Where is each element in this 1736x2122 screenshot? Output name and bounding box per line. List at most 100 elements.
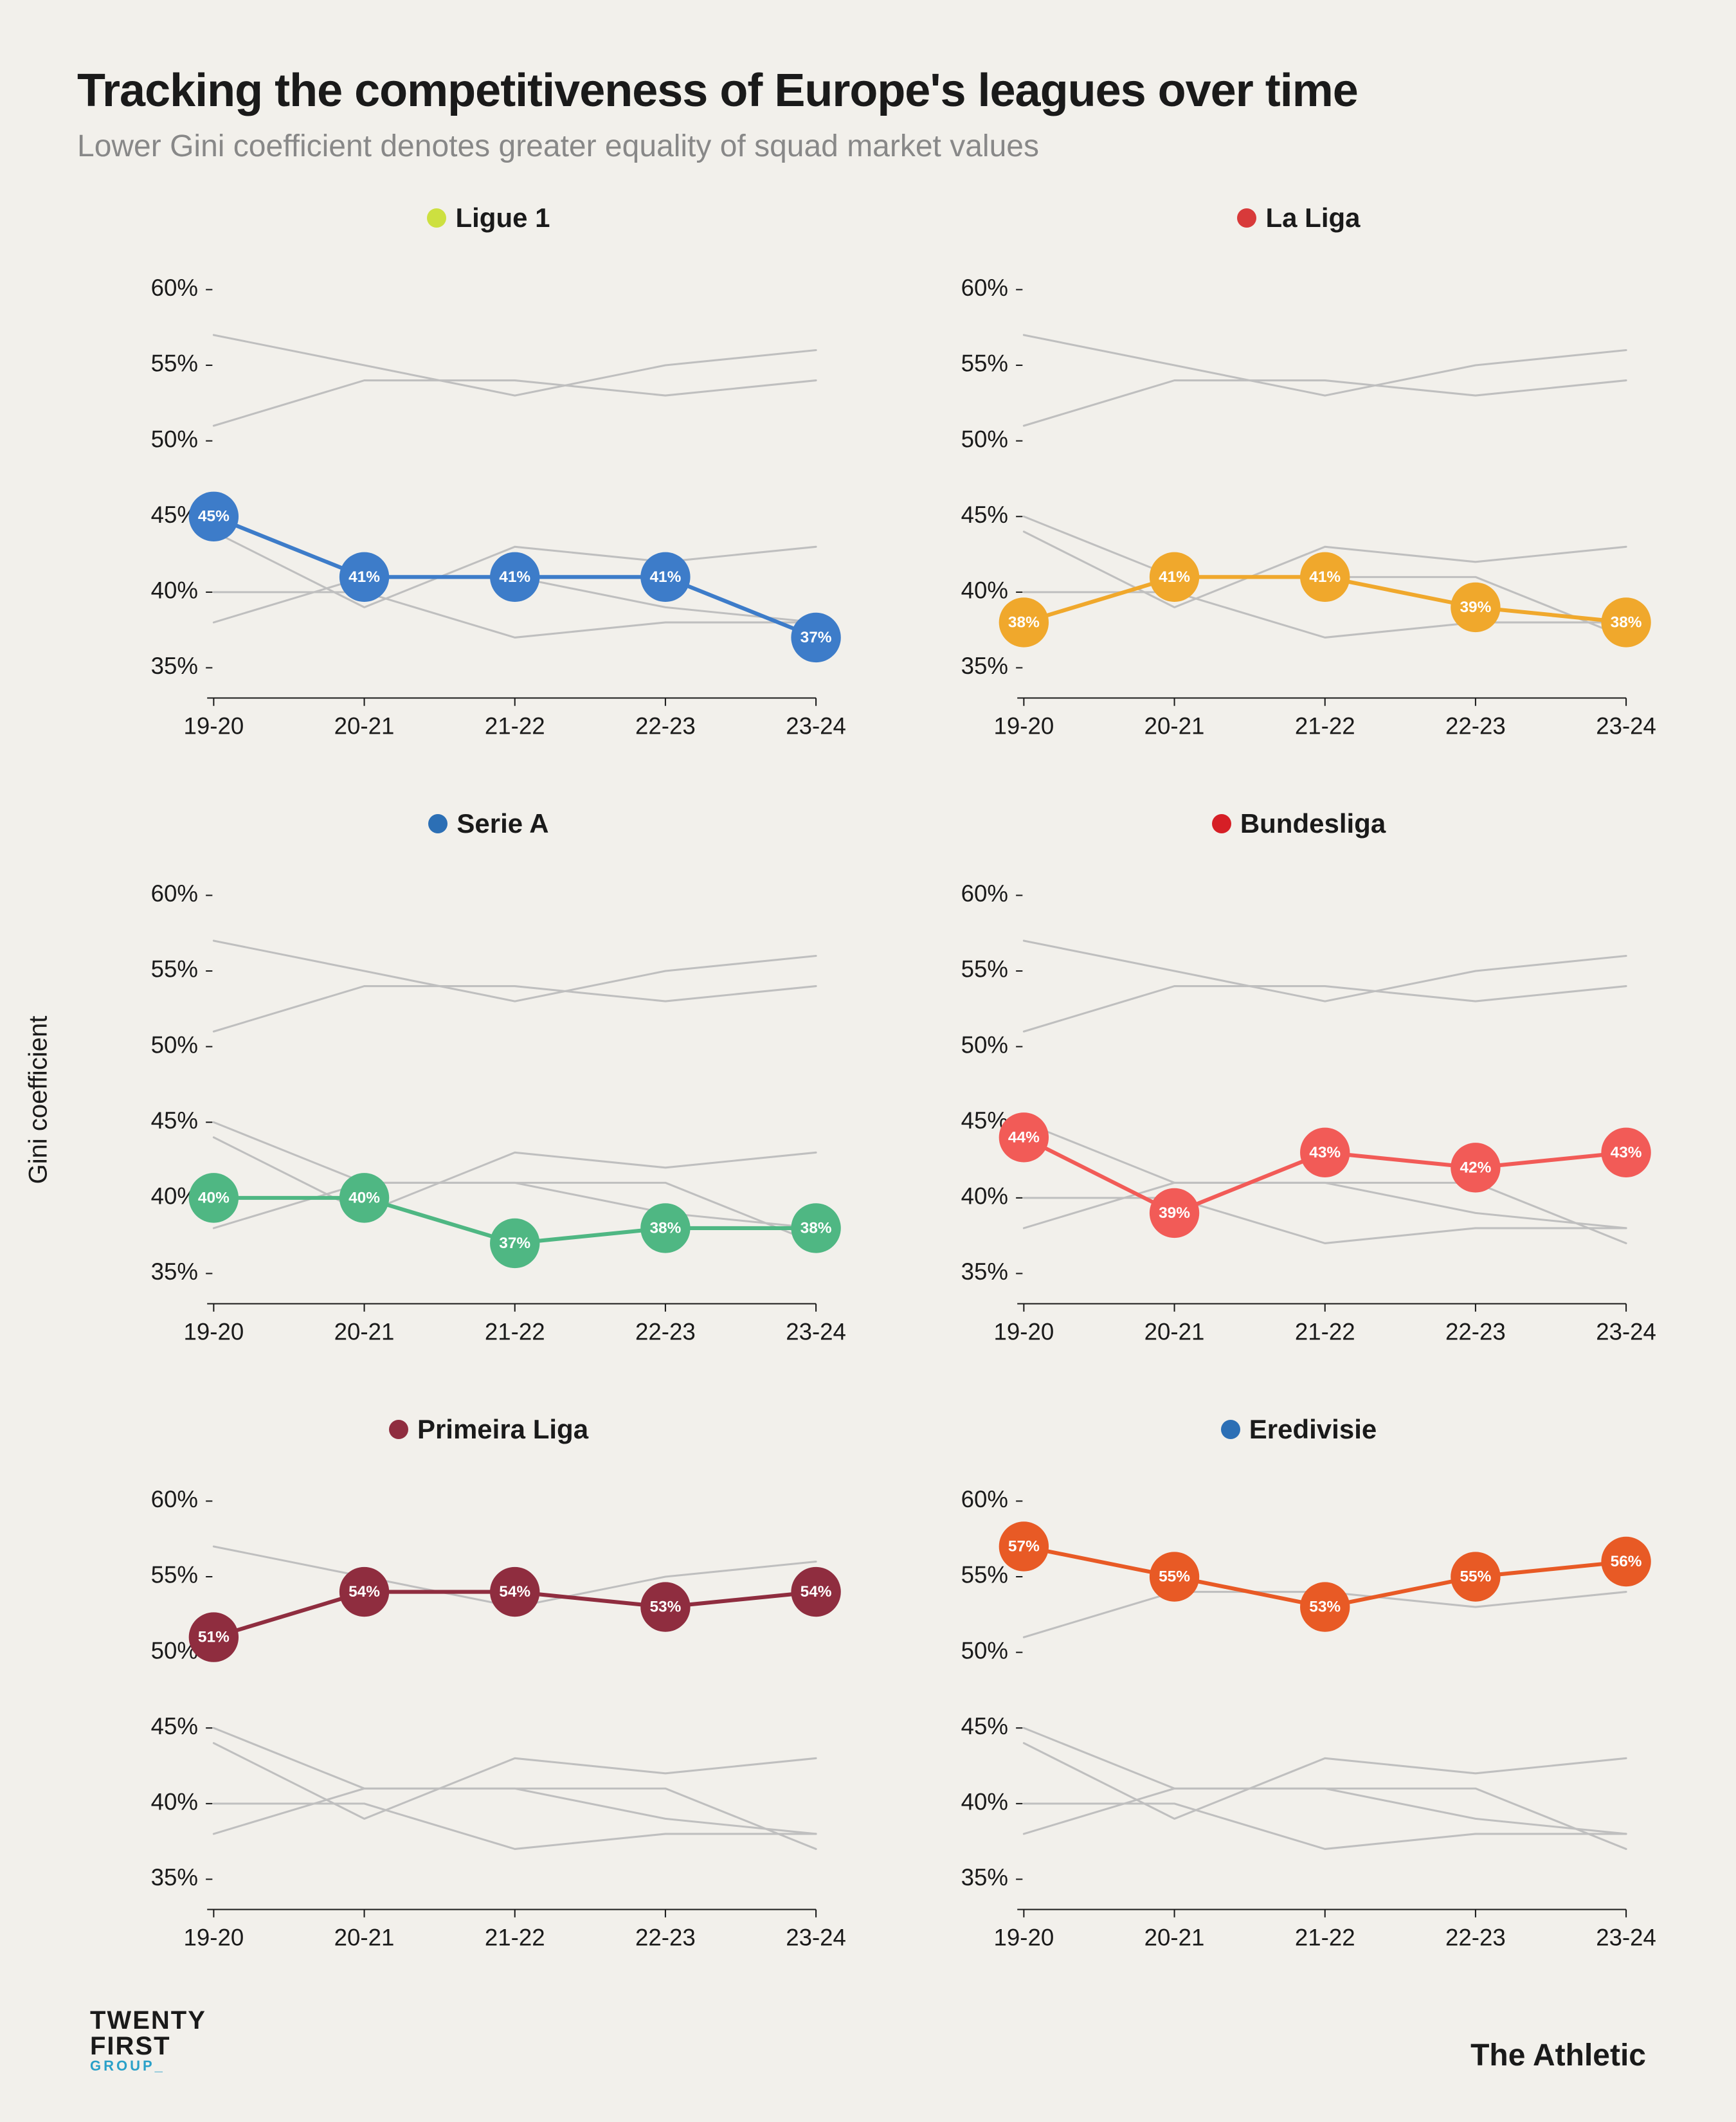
svg-text:20-21: 20-21 xyxy=(334,1925,395,1951)
svg-text:35%: 35% xyxy=(961,1258,1008,1285)
svg-text:21-22: 21-22 xyxy=(485,1925,545,1951)
svg-text:41%: 41% xyxy=(499,568,530,586)
svg-text:38%: 38% xyxy=(649,1220,681,1237)
svg-text:39%: 39% xyxy=(1159,1204,1190,1222)
svg-text:19-20: 19-20 xyxy=(184,1925,244,1951)
svg-text:22-23: 22-23 xyxy=(1445,1319,1506,1345)
svg-text:19-20: 19-20 xyxy=(994,713,1054,739)
svg-text:20-21: 20-21 xyxy=(334,713,395,739)
panel-title: Ligue 1 xyxy=(129,203,849,233)
small-multiples-grid: Gini coefficient Ligue 135%40%45%50%55%6… xyxy=(77,203,1659,1969)
svg-text:40%: 40% xyxy=(151,1789,198,1815)
panel-eredivisie: Eredivisie35%40%45%50%55%60%19-2020-2121… xyxy=(939,1414,1659,1968)
svg-text:20-21: 20-21 xyxy=(1144,1925,1205,1951)
svg-text:60%: 60% xyxy=(151,880,198,907)
chart: 35%40%45%50%55%60%19-2020-2121-2222-2323… xyxy=(129,246,849,757)
y-axis-title: Gini coefficient xyxy=(24,1016,53,1184)
svg-text:43%: 43% xyxy=(1611,1144,1642,1161)
svg-text:55%: 55% xyxy=(151,350,198,377)
svg-text:45%: 45% xyxy=(151,1107,198,1134)
svg-text:54%: 54% xyxy=(499,1583,530,1601)
svg-text:21-22: 21-22 xyxy=(1295,1925,1355,1951)
svg-text:23-24: 23-24 xyxy=(1596,1319,1656,1345)
svg-text:41%: 41% xyxy=(649,568,681,586)
svg-text:23-24: 23-24 xyxy=(786,713,846,739)
chart: 35%40%45%50%55%60%19-2020-2121-2222-2323… xyxy=(939,246,1659,757)
svg-text:21-22: 21-22 xyxy=(1295,713,1355,739)
league-name: Eredivisie xyxy=(1249,1414,1377,1445)
svg-text:40%: 40% xyxy=(961,1789,1008,1815)
league-icon xyxy=(1237,208,1256,228)
svg-text:38%: 38% xyxy=(1008,613,1040,631)
svg-text:54%: 54% xyxy=(348,1583,380,1601)
svg-text:60%: 60% xyxy=(151,1486,198,1512)
chart: 35%40%45%50%55%60%19-2020-2121-2222-2323… xyxy=(129,1458,849,1968)
league-icon xyxy=(1221,1420,1240,1439)
league-name: Primeira Liga xyxy=(417,1414,588,1445)
panel-bundesliga: Bundesliga35%40%45%50%55%60%19-2020-2121… xyxy=(939,808,1659,1363)
svg-text:60%: 60% xyxy=(961,275,1008,301)
logo-line-2: FIRST xyxy=(90,2033,206,2059)
league-icon xyxy=(1212,814,1231,833)
panel-title: Primeira Liga xyxy=(129,1414,849,1445)
svg-text:54%: 54% xyxy=(800,1583,832,1601)
svg-text:40%: 40% xyxy=(961,577,1008,604)
chart: 35%40%45%50%55%60%19-2020-2121-2222-2323… xyxy=(939,852,1659,1363)
twenty-first-group-logo: TWENTY FIRST GROUP_ xyxy=(90,2008,206,2073)
svg-text:22-23: 22-23 xyxy=(1445,713,1506,739)
panel-primeira-liga: Primeira Liga35%40%45%50%55%60%19-2020-2… xyxy=(129,1414,849,1968)
svg-text:50%: 50% xyxy=(961,426,1008,452)
svg-text:55%: 55% xyxy=(961,956,1008,983)
logo-line-3: GROUP_ xyxy=(90,2059,206,2073)
svg-text:40%: 40% xyxy=(348,1190,380,1207)
panel-title: Serie A xyxy=(129,808,849,839)
svg-text:53%: 53% xyxy=(1309,1599,1341,1616)
svg-text:44%: 44% xyxy=(1008,1129,1040,1146)
svg-text:38%: 38% xyxy=(1611,613,1642,631)
panel-title: La Liga xyxy=(939,203,1659,233)
chart: 35%40%45%50%55%60%19-2020-2121-2222-2323… xyxy=(129,852,849,1363)
svg-text:40%: 40% xyxy=(961,1183,1008,1210)
svg-text:39%: 39% xyxy=(1460,599,1491,616)
header: Tracking the competitiveness of Europe's… xyxy=(77,64,1659,164)
svg-text:55%: 55% xyxy=(151,1562,198,1588)
panel-ligue-1: Ligue 135%40%45%50%55%60%19-2020-2121-22… xyxy=(129,203,849,757)
svg-text:23-24: 23-24 xyxy=(786,1319,846,1345)
svg-text:40%: 40% xyxy=(198,1190,230,1207)
svg-text:19-20: 19-20 xyxy=(184,1319,244,1345)
svg-text:50%: 50% xyxy=(961,1638,1008,1664)
svg-text:51%: 51% xyxy=(198,1629,230,1646)
svg-text:22-23: 22-23 xyxy=(635,1319,696,1345)
svg-text:35%: 35% xyxy=(961,1865,1008,1891)
svg-text:50%: 50% xyxy=(961,1032,1008,1058)
panel-serie-a: Serie A35%40%45%50%55%60%19-2020-2121-22… xyxy=(129,808,849,1363)
svg-text:55%: 55% xyxy=(961,1562,1008,1588)
svg-text:55%: 55% xyxy=(1159,1568,1190,1586)
svg-text:50%: 50% xyxy=(151,426,198,452)
svg-text:23-24: 23-24 xyxy=(1596,1925,1656,1951)
svg-text:43%: 43% xyxy=(1309,1144,1341,1161)
chart: 35%40%45%50%55%60%19-2020-2121-2222-2323… xyxy=(939,1458,1659,1968)
league-name: Serie A xyxy=(457,808,548,839)
svg-text:55%: 55% xyxy=(961,350,1008,377)
svg-text:21-22: 21-22 xyxy=(1295,1319,1355,1345)
svg-text:41%: 41% xyxy=(348,568,380,586)
logo-line-1: TWENTY xyxy=(90,2008,206,2033)
svg-text:23-24: 23-24 xyxy=(1596,713,1656,739)
svg-text:41%: 41% xyxy=(1309,568,1341,586)
svg-text:50%: 50% xyxy=(151,1032,198,1058)
svg-text:22-23: 22-23 xyxy=(635,1925,696,1951)
svg-text:23-24: 23-24 xyxy=(786,1925,846,1951)
svg-text:55%: 55% xyxy=(151,956,198,983)
svg-text:45%: 45% xyxy=(961,1713,1008,1739)
chart-title: Tracking the competitiveness of Europe's… xyxy=(77,64,1659,117)
chart-subtitle: Lower Gini coefficient denotes greater e… xyxy=(77,129,1659,164)
panel-title: Eredivisie xyxy=(939,1414,1659,1445)
league-icon xyxy=(428,814,448,833)
svg-text:19-20: 19-20 xyxy=(184,713,244,739)
svg-text:60%: 60% xyxy=(961,1486,1008,1512)
svg-text:20-21: 20-21 xyxy=(334,1319,395,1345)
league-name: La Liga xyxy=(1265,203,1360,233)
svg-text:45%: 45% xyxy=(151,1713,198,1739)
svg-text:20-21: 20-21 xyxy=(1144,1319,1205,1345)
